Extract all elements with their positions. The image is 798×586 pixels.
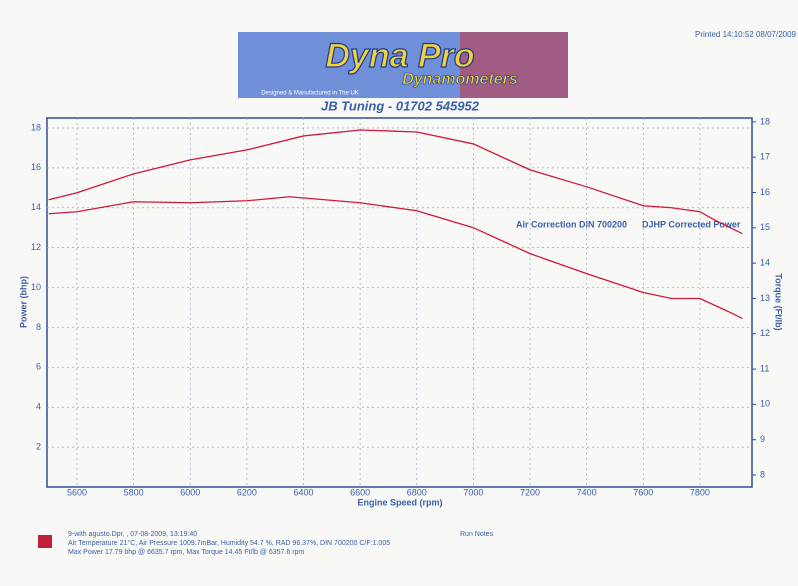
x-tick-label: 5600 (67, 487, 87, 497)
x-tick-label: 6600 (350, 487, 370, 497)
y2-tick-label: 12 (760, 328, 770, 338)
footer-line: 9-with agusto.Dpr, , 07-08-2009, 13:19:4… (68, 531, 197, 538)
y2-tick-label: 18 (760, 116, 770, 126)
run-notes: Run Notes (460, 531, 494, 538)
y2-tick-label: 15 (760, 222, 770, 232)
x-tick-label: 6400 (294, 487, 314, 497)
x-tick-label: 7800 (690, 487, 710, 497)
y-tick-label: 6 (36, 362, 41, 372)
y-axis-label: Power (bhp) (18, 276, 28, 328)
logo: Dyna Pro Dynamometers Designed & Manufac… (238, 32, 568, 98)
annotation: DJHP Corrected Power (642, 219, 741, 229)
y2-axis-label: Torque (Ft/lb) (774, 273, 784, 330)
x-tick-label: 6800 (407, 487, 427, 497)
x-tick-label: 7200 (520, 487, 540, 497)
plot-frame (46, 117, 753, 488)
annotation: Air Correction DIN 700200 (516, 219, 627, 229)
logo-flag (460, 32, 568, 98)
logo-tagline: Designed & Manufactured in The UK (261, 91, 359, 97)
y2-tick-label: 11 (760, 363, 769, 373)
y-tick-label: 16 (31, 162, 41, 172)
y-tick-label: 8 (36, 322, 41, 332)
x-axis-label: Engine Speed (rpm) (357, 497, 442, 507)
power-curve (48, 196, 743, 320)
logo-title: Dyna Pro (325, 37, 474, 75)
chart-title: JB Tuning - 01702 545952 (321, 98, 480, 113)
y2-tick-label: 14 (760, 258, 770, 268)
printed-time: Printed 14:10:52 08/07/2009 (695, 30, 797, 39)
y2-tick-label: 17 (760, 152, 770, 162)
run-swatch (38, 535, 52, 548)
footer-line: Air Temperature 21°C, Air Pressure 1009.… (68, 539, 390, 547)
x-tick-label: 7600 (633, 487, 653, 497)
y-tick-label: 10 (31, 282, 41, 292)
logo-subtitle: Dynamometers (402, 71, 518, 88)
y2-tick-label: 10 (760, 399, 770, 409)
y-tick-label: 12 (31, 242, 41, 252)
power-curve (48, 129, 743, 235)
x-tick-label: 5800 (124, 487, 144, 497)
y2-tick-label: 9 (760, 434, 765, 444)
y-tick-label: 14 (31, 202, 41, 212)
footer-line: Max Power 17.79 bhp @ 6635.7 rpm, Max To… (68, 549, 304, 556)
y-tick-label: 2 (36, 441, 41, 451)
x-tick-label: 6200 (237, 487, 257, 497)
x-tick-label: 7000 (463, 487, 483, 497)
y2-tick-label: 8 (760, 469, 765, 479)
x-tick-label: 6000 (180, 487, 200, 497)
y-tick-label: 18 (31, 122, 41, 132)
y-tick-label: 4 (36, 402, 41, 412)
x-tick-label: 7400 (577, 487, 597, 497)
y2-tick-label: 13 (760, 293, 770, 303)
y2-tick-label: 16 (760, 187, 770, 197)
